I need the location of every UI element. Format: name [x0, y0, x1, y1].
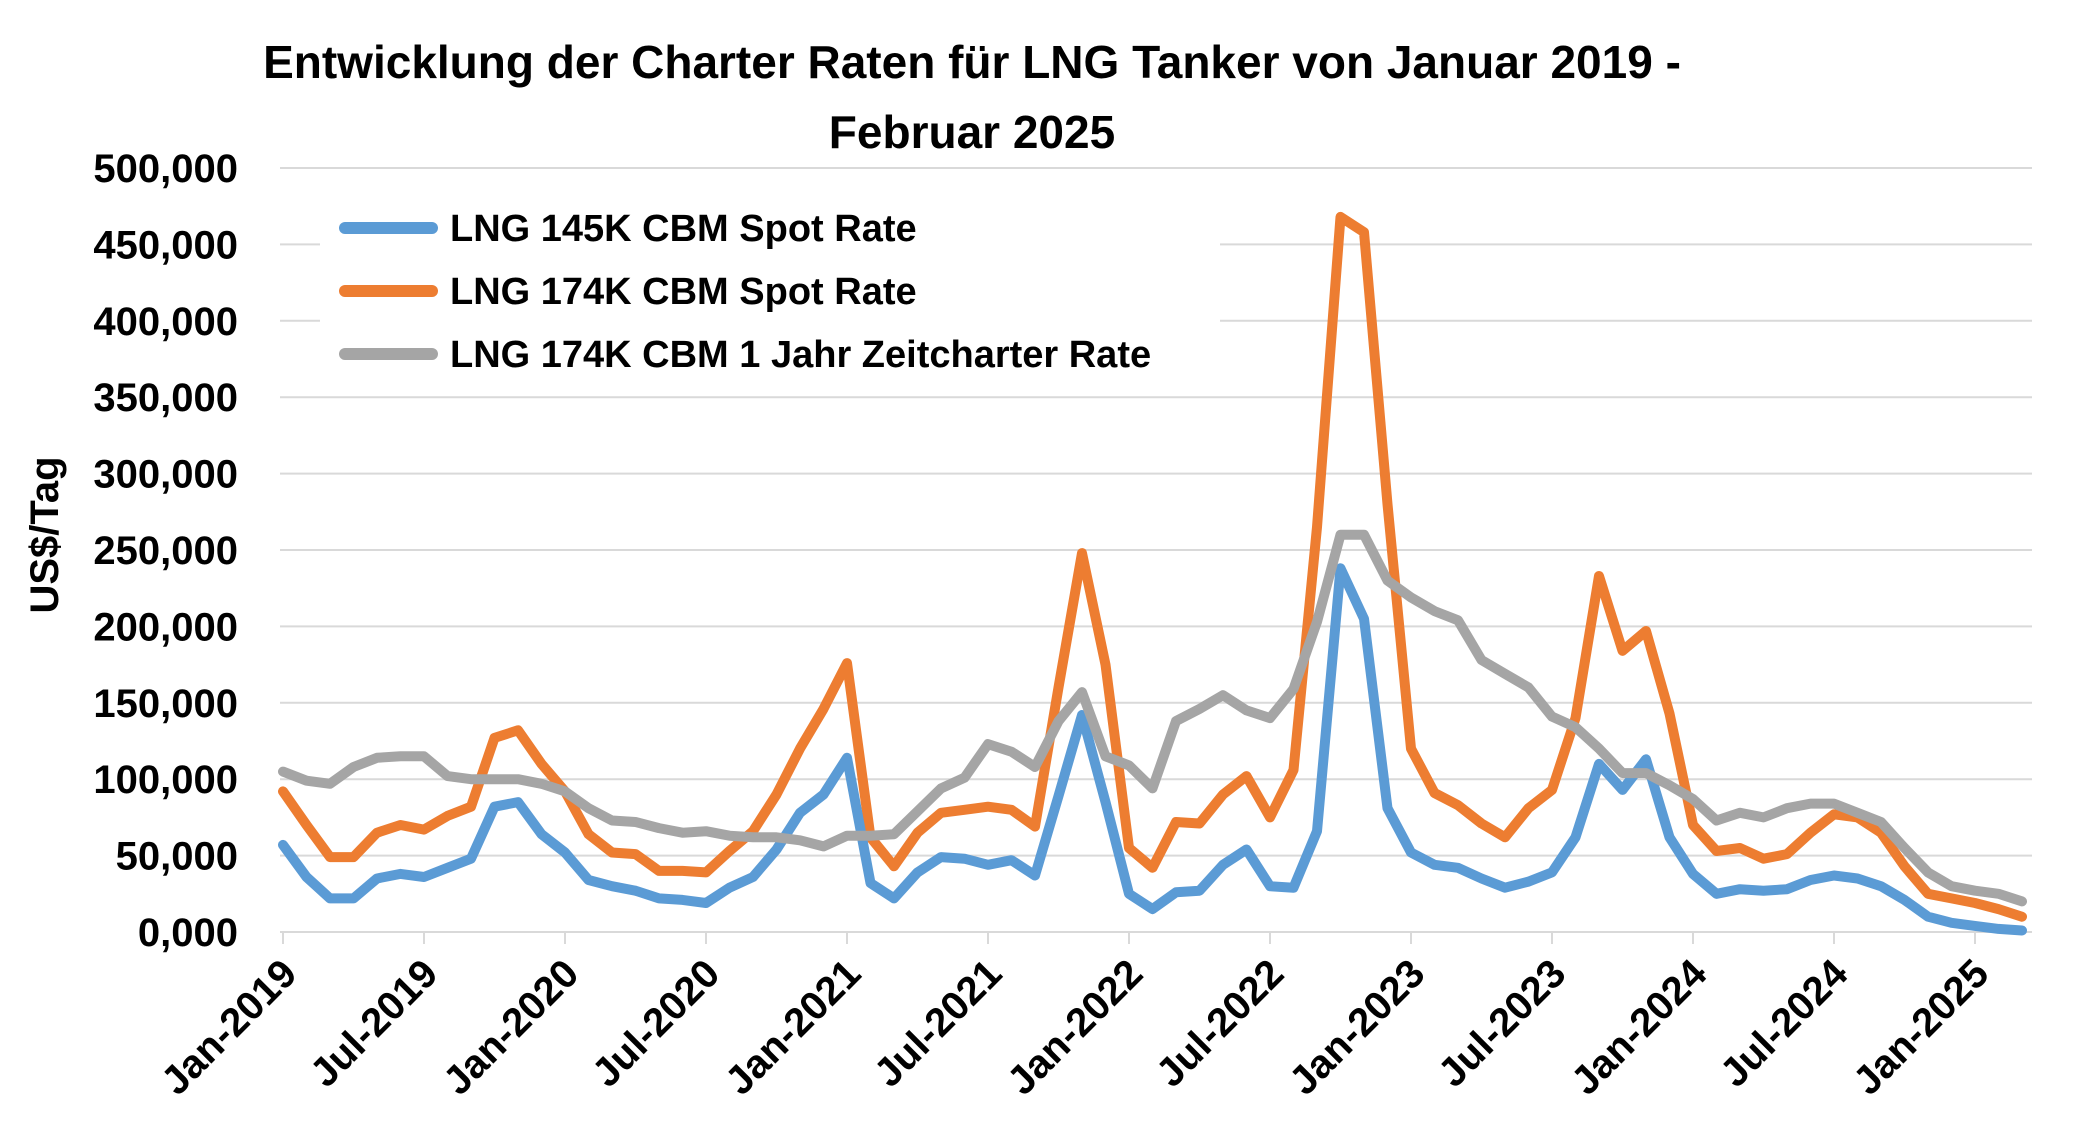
y-tick-label: 50,000: [116, 835, 238, 879]
x-tick-label: Jan-2021: [717, 951, 869, 1103]
x-tick-label: Jul-2020: [584, 951, 728, 1095]
y-tick-label: 400,000: [93, 300, 238, 344]
legend-label-3: LNG 174K CBM 1 Jahr Zeitcharter Rate: [450, 334, 1151, 376]
legend-background: [320, 190, 1220, 370]
x-tick-label: Jul-2023: [1430, 951, 1574, 1095]
y-axis-label: US$/Tag: [23, 456, 67, 613]
y-tick-label: 100,000: [93, 758, 238, 802]
x-axis-ticks: Jan-2019Jul-2019Jan-2020Jul-2020Jan-2021…: [153, 951, 1997, 1104]
x-tick-label: Jul-2022: [1148, 951, 1292, 1095]
y-axis-ticks: 0,000 50,000 100,000 150,000 200,000 250,000 3…: [93, 147, 238, 955]
legend-label-2: LNG 174K CBM Spot Rate: [450, 271, 917, 313]
y-tick-label: 200,000: [93, 605, 238, 649]
x-tick-label: Jan-2020: [435, 951, 587, 1103]
chart-title-line-2: Februar 2025: [829, 106, 1115, 158]
y-tick-label: 300,000: [93, 453, 238, 497]
y-tick-label: 150,000: [93, 682, 238, 726]
chart-title: Entwicklung der Charter Raten für LNG Ta…: [263, 36, 1681, 158]
x-tick-label: Jan-2024: [1563, 951, 1716, 1104]
x-tick-label: Jul-2021: [866, 951, 1010, 1095]
y-tick-label: 450,000: [93, 223, 238, 267]
y-tick-label: 0,000: [138, 911, 238, 955]
y-tick-label: 500,000: [93, 147, 238, 191]
x-tick-label: Jan-2022: [999, 951, 1151, 1103]
x-tick-label: Jul-2019: [302, 951, 446, 1095]
legend: LNG 145K CBM Spot Rate LNG 174K CBM Spot …: [320, 190, 1220, 376]
series-lines: [278, 211, 2027, 936]
series-line-3: [278, 529, 2027, 907]
series-line-2: [278, 211, 2027, 922]
x-tick-label: Jan-2025: [1845, 951, 1997, 1103]
series-line-1: [278, 563, 2027, 936]
legend-label-1: LNG 145K CBM Spot Rate: [450, 208, 917, 250]
y-tick-label: 350,000: [93, 376, 238, 420]
y-tick-label: 250,000: [93, 529, 238, 573]
x-axis: [280, 931, 2032, 944]
x-tick-label: Jul-2024: [1712, 951, 1857, 1096]
x-tick-label: Jan-2023: [1281, 951, 1433, 1103]
x-tick-label: Jan-2019: [153, 951, 305, 1103]
chart-title-line-1: Entwicklung der Charter Raten für LNG Ta…: [263, 36, 1681, 88]
